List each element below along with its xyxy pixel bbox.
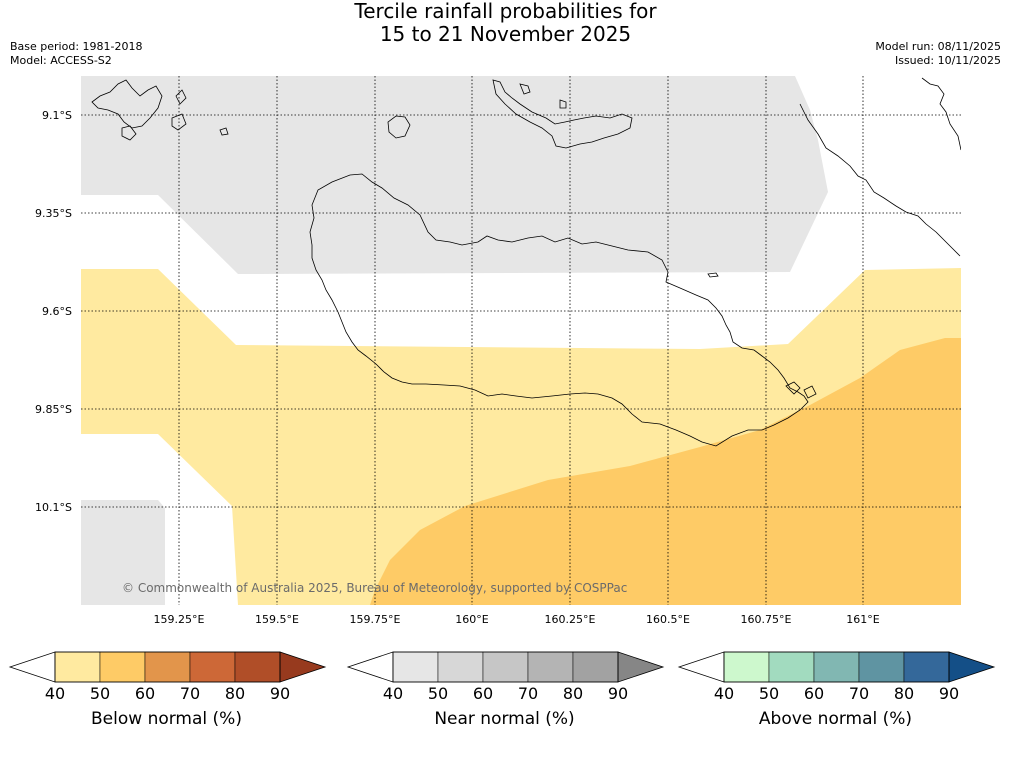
base-period-label: Base period: 1981-2018 — [10, 40, 143, 53]
coastline-small-islet — [707, 272, 719, 278]
colorbar-tick-label: 60 — [804, 684, 824, 703]
coastline-malaita-north — [921, 77, 961, 151]
colorbar-segment — [437, 651, 484, 683]
colorbar-tick-label: 60 — [473, 684, 493, 703]
colorbar-extend-high — [617, 651, 665, 683]
coastline-nw-islands — [91, 79, 163, 129]
lon-tick-label: 159.25°E — [154, 613, 205, 626]
colorbar-segment — [234, 651, 281, 683]
model-label: Model: ACCESS-S2 — [10, 54, 112, 67]
lon-labels: 159.25°E 159.5°E 159.75°E 160°E 160.25°E… — [154, 613, 880, 626]
colorbar-extend-high — [948, 651, 996, 683]
lon-tick-label: 159.5°E — [255, 613, 299, 626]
colorbar-near-normal: 40 50 60 70 80 90 — [346, 651, 665, 703]
colorbar-tick-label: 70 — [180, 684, 200, 703]
coastline-guadalcanal — [309, 173, 809, 447]
colorbar-above-normal: 40 50 60 70 80 90 — [677, 651, 996, 703]
colorbar-outline — [54, 651, 281, 683]
colorbar-tick-label: 40 — [383, 684, 403, 703]
colorbar-tick-label: 40 — [45, 684, 65, 703]
colorbar-tick-label: 40 — [714, 684, 734, 703]
colorbar-extend-low — [677, 651, 725, 683]
colorbar-segment — [527, 651, 574, 683]
coastlines — [91, 77, 961, 447]
colorbar-tick-label: 80 — [563, 684, 583, 703]
gridlines — [81, 76, 961, 605]
map-title: Tercile rainfall probabilities for 15 to… — [0, 0, 1011, 46]
copyright-text: © Commonwealth of Australia 2025, Bureau… — [122, 581, 627, 595]
coastline-malaita — [799, 103, 961, 257]
coastline-nw-islet-4 — [121, 125, 137, 141]
colorbar-tick-label: 50 — [759, 684, 779, 703]
coastline-florida-islands-small — [519, 83, 567, 109]
lat-labels: 9.1°S 9.35°S 9.6°S 9.85°S 10.1°S — [35, 109, 72, 514]
colorbar-tick-label: 70 — [518, 684, 538, 703]
lon-tick-label: 160°E — [455, 613, 488, 626]
lon-tick-label: 160.75°E — [741, 613, 792, 626]
colorbar-extend-low — [346, 651, 394, 683]
meta-right: Model run: 08/11/2025 Issued: 10/11/2025 — [875, 40, 1001, 68]
colorbar-segment — [858, 651, 905, 683]
lat-tick-label: 9.35°S — [35, 207, 72, 220]
coastline-se-islets — [785, 381, 817, 399]
colorbar-segment — [482, 651, 529, 683]
lon-tick-label: 159.75°E — [350, 613, 401, 626]
lat-tick-label: 10.1°S — [35, 501, 72, 514]
meta-left: Base period: 1981-2018 Model: ACCESS-S2 — [10, 40, 142, 68]
colorbar-segment — [903, 651, 950, 683]
lon-tick-label: 160.25°E — [545, 613, 596, 626]
lat-tick-label: 9.6°S — [42, 305, 72, 318]
colorbar-tick-label: 50 — [428, 684, 448, 703]
colorbar-tick-label: 80 — [225, 684, 245, 703]
colorbar-segment — [572, 651, 619, 683]
coastline-florida-islands — [492, 79, 633, 149]
colorbar-segment — [392, 651, 439, 683]
title-line-1: Tercile rainfall probabilities for — [354, 0, 657, 23]
colorbar-segment — [189, 651, 236, 683]
colorbar-tick-label: 90 — [939, 684, 959, 703]
title-line-2: 15 to 21 November 2025 — [379, 22, 632, 46]
model-run-label: Model run: 08/11/2025 — [875, 40, 1001, 53]
lat-tick-label: 9.85°S — [35, 403, 72, 416]
colorbar-extend-low — [8, 651, 56, 683]
below-normal-50-region — [370, 338, 961, 605]
colorbar-segment — [54, 651, 101, 683]
colorbar-extend-high — [279, 651, 327, 683]
colorbar-tick-label: 50 — [90, 684, 110, 703]
colorbar-segment — [99, 651, 146, 683]
colorbar-segment — [768, 651, 815, 683]
colorbar-segment — [813, 651, 860, 683]
lon-tick-label: 160.5°E — [646, 613, 690, 626]
colorbar-above-normal-label: Above normal (%) — [758, 709, 913, 729]
colorbar-outline — [723, 651, 950, 683]
colorbar-tick-label: 70 — [849, 684, 869, 703]
colorbar-tick-label: 80 — [894, 684, 914, 703]
colorbar-tick-label: 90 — [270, 684, 290, 703]
colorbar-below-normal-label: Below normal (%) — [91, 709, 242, 729]
coastline-nw-islet-3 — [219, 127, 229, 136]
colorbar-near-normal-label: Near normal (%) — [434, 709, 575, 729]
colorbar-below-normal: 40 50 60 70 80 90 — [8, 651, 327, 703]
issued-label: Issued: 10/11/2025 — [894, 54, 1001, 67]
coastline-savo — [387, 115, 411, 139]
colorbar-tick-label: 90 — [608, 684, 628, 703]
map-frame — [81, 76, 961, 605]
colorbar-outline — [392, 651, 619, 683]
colorbar-segment — [723, 651, 770, 683]
colorbar-segment — [144, 651, 191, 683]
near-normal-region — [81, 76, 828, 274]
lon-tick-label: 161°E — [846, 613, 879, 626]
colorbar-tick-label: 60 — [135, 684, 155, 703]
lat-tick-label: 9.1°S — [42, 109, 72, 122]
near-normal-small-region — [81, 500, 165, 605]
